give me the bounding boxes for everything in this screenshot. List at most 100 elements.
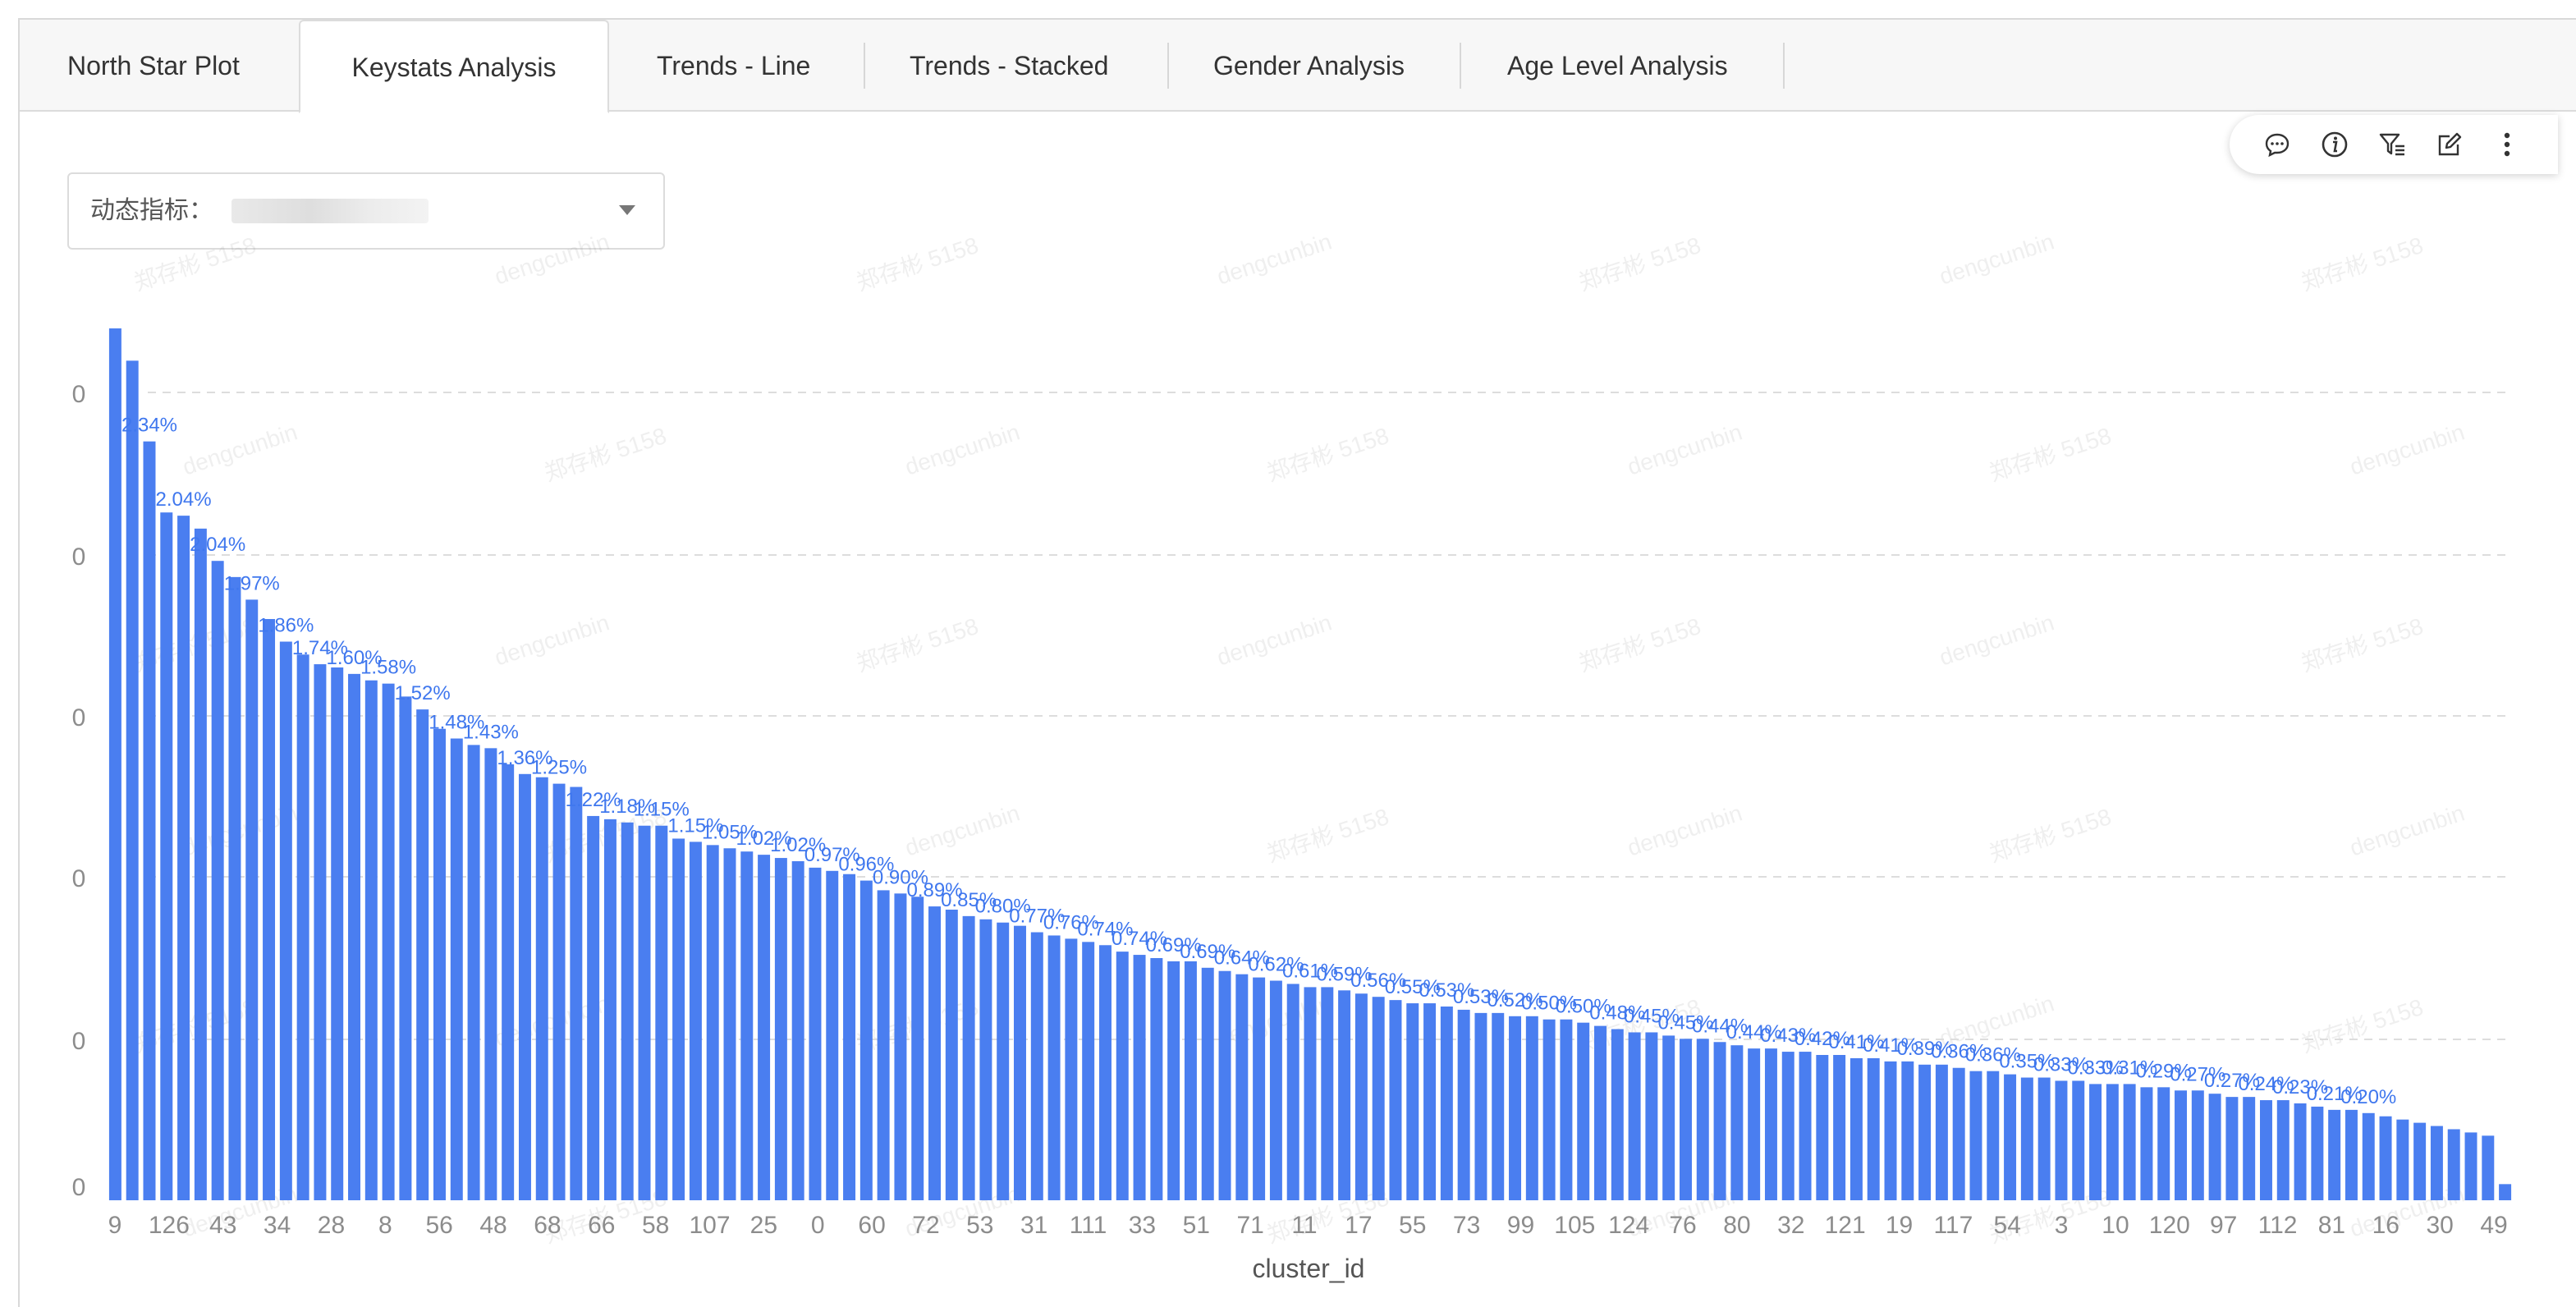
x-tick-label: 56 (425, 1212, 452, 1239)
data-label: 0.35% (1999, 1051, 2055, 1073)
x-axis-title: cluster_id (1253, 1254, 1365, 1283)
bar (126, 360, 139, 1200)
bar (2413, 1122, 2427, 1200)
x-tick-label: 105 (1554, 1212, 1595, 1239)
x-tick-label: 112 (2258, 1212, 2298, 1239)
bar (1816, 1055, 1829, 1200)
bar (1286, 984, 1299, 1200)
bar (859, 880, 873, 1200)
data-label: 0.52% (1487, 989, 1543, 1011)
data-label: 1.74% (292, 637, 348, 659)
bar (1918, 1064, 1932, 1200)
data-label: 0.41% (1828, 1031, 1884, 1053)
x-tick-label: 121 (1825, 1212, 1866, 1239)
bar (1492, 1012, 1505, 1200)
y-tick-label: 0 (72, 704, 86, 731)
data-label: 1.18% (599, 796, 655, 818)
bar (1560, 1019, 1573, 1200)
data-label: 0.29% (2136, 1060, 2192, 1082)
edit-icon[interactable] (2435, 130, 2464, 159)
bar (1867, 1057, 1880, 1200)
bar (791, 861, 804, 1200)
chart-toolbar (2230, 115, 2558, 174)
x-tick-label: 33 (1129, 1212, 1156, 1239)
bar (1269, 980, 1282, 1200)
bar (928, 906, 942, 1200)
bar (2123, 1084, 2136, 1200)
more-vertical-icon[interactable] (2492, 130, 2522, 159)
data-label: 1.36% (497, 747, 552, 769)
x-tick-label: 9 (108, 1212, 122, 1239)
data-label: 0.50% (1556, 996, 1611, 1018)
tab-keystats-analysis[interactable]: Keystats Analysis (299, 20, 609, 113)
x-tick-label: 16 (2372, 1212, 2400, 1239)
bar (1884, 1061, 1897, 1200)
bar (2055, 1080, 2068, 1200)
bar (552, 783, 566, 1200)
data-label: 1.52% (395, 682, 451, 704)
bar (706, 845, 719, 1200)
tab-trends-stacked[interactable]: Trends - Stacked (910, 51, 1109, 80)
x-tick-label: 10 (2102, 1212, 2129, 1239)
bar (1748, 1048, 1761, 1200)
bar (1098, 945, 1112, 1200)
info-icon[interactable] (2320, 130, 2349, 159)
bar (1594, 1025, 1607, 1200)
bar (962, 915, 975, 1200)
x-tick-label: 99 (1507, 1212, 1534, 1239)
dynamic-metric-select[interactable]: 动态指标： (67, 172, 665, 250)
data-label: 0.44% (1692, 1015, 1748, 1037)
bar (2464, 1132, 2477, 1200)
bar (655, 825, 668, 1200)
x-tick-label: 19 (1886, 1212, 1913, 1239)
tab-age-level-analysis[interactable]: Age Level Analysis (1507, 51, 1728, 80)
comment-icon[interactable] (2262, 130, 2292, 159)
x-tick-label: 28 (318, 1212, 345, 1239)
y-tick-label: 0 (72, 865, 86, 892)
data-label: 0.41% (1863, 1034, 1918, 1057)
bar (1167, 961, 1180, 1200)
x-tick-label: 72 (912, 1212, 939, 1239)
bar (672, 838, 685, 1200)
filter-value-redacted (231, 199, 429, 223)
bar (228, 576, 241, 1200)
data-label: 1.02% (770, 834, 826, 856)
x-tick-label: 66 (588, 1212, 615, 1239)
filter-list-icon[interactable] (2377, 130, 2407, 159)
data-label: 0.69% (1180, 941, 1235, 963)
x-tick-label: 25 (750, 1212, 777, 1239)
bar (843, 874, 856, 1200)
tab-trends-line[interactable]: Trends - Line (657, 51, 811, 80)
bar (1354, 993, 1368, 1200)
data-label: 0.42% (1794, 1028, 1850, 1050)
bar (433, 728, 446, 1200)
bar (1525, 1016, 1538, 1200)
bar (416, 709, 429, 1200)
bar (1235, 974, 1249, 1200)
tab-separator (864, 43, 865, 89)
data-label: 0.90% (873, 866, 928, 888)
x-tick-label: 8 (378, 1212, 392, 1239)
x-tick-label: 126 (149, 1212, 190, 1239)
bar (1440, 1007, 1453, 1200)
tab-north-star-plot[interactable]: North Star Plot (67, 51, 240, 80)
data-label: 0.39% (1897, 1038, 1953, 1060)
tab-gender-analysis[interactable]: Gender Analysis (1213, 51, 1405, 80)
x-tick-label: 73 (1453, 1212, 1480, 1239)
bar (2089, 1084, 2102, 1200)
bar (894, 893, 907, 1200)
data-label: 0.36% (1965, 1044, 2021, 1066)
bar (382, 683, 395, 1200)
bar (689, 842, 702, 1200)
bar (2072, 1080, 2085, 1200)
bar (2430, 1126, 2443, 1200)
bar (1030, 932, 1043, 1200)
tab-separator (1783, 43, 1785, 89)
bar (1389, 1000, 1402, 1200)
data-label: 0.62% (1248, 954, 1304, 976)
bar (1611, 1029, 1624, 1200)
chevron-down-icon[interactable] (619, 205, 635, 215)
bar (723, 848, 736, 1200)
bar (108, 328, 121, 1200)
x-tick-label: 71 (1236, 1212, 1263, 1239)
